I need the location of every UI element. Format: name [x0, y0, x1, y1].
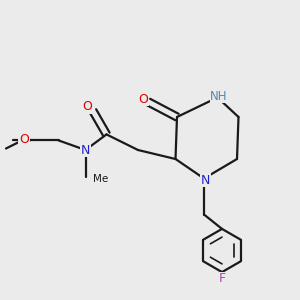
Text: O: O [19, 133, 29, 146]
Text: O: O [138, 92, 148, 106]
Text: Me: Me [93, 174, 108, 184]
Text: O: O [83, 100, 92, 113]
Text: F: F [218, 272, 226, 285]
Text: NH: NH [210, 89, 228, 103]
Text: N: N [201, 173, 210, 187]
Text: N: N [81, 143, 90, 157]
